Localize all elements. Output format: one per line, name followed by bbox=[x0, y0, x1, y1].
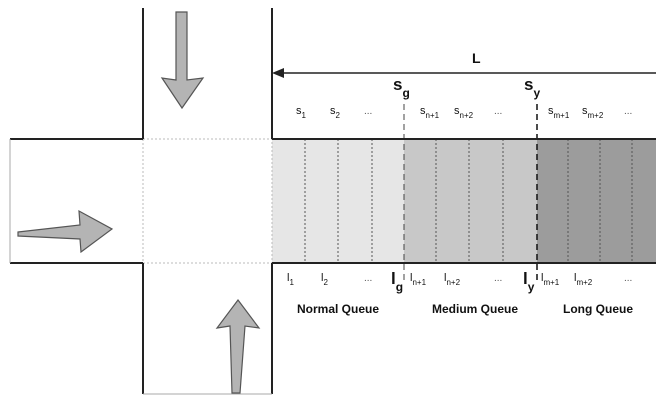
bottom-label: ln+1 bbox=[410, 272, 427, 287]
bottom-label: ... bbox=[624, 273, 632, 284]
top-label: ... bbox=[624, 106, 632, 117]
top-label: sm+2 bbox=[582, 105, 604, 120]
length-label: L bbox=[472, 50, 481, 66]
bottom-label: l1 bbox=[287, 272, 294, 287]
normal-queue-label: Normal Queue bbox=[297, 302, 379, 316]
long-queue-zone bbox=[537, 139, 656, 263]
ly-label: ly bbox=[523, 269, 535, 294]
medium-queue-zone bbox=[404, 139, 537, 263]
bottom-label: ... bbox=[494, 273, 502, 284]
long-queue-label: Long Queue bbox=[563, 302, 633, 316]
eastbound-arrow-icon bbox=[17, 209, 114, 254]
bottom-label: l2 bbox=[321, 272, 328, 287]
top-label: sm+1 bbox=[548, 105, 570, 120]
bottom-label: lm+1 bbox=[541, 272, 560, 287]
top-label: ... bbox=[364, 106, 372, 117]
bottom-label: lm+2 bbox=[574, 272, 593, 287]
sg-label: sg bbox=[393, 75, 410, 100]
top-label: sn+2 bbox=[454, 105, 474, 120]
southbound-arrow-icon bbox=[160, 11, 205, 110]
length-arrow-head bbox=[272, 68, 284, 78]
top-label: s1 bbox=[296, 105, 307, 120]
bottom-label: ln+2 bbox=[444, 272, 461, 287]
top-label: s2 bbox=[330, 105, 341, 120]
bottom-label: ... bbox=[364, 273, 372, 284]
top-label: ... bbox=[494, 106, 502, 117]
intersection-area bbox=[142, 138, 273, 264]
lg-label: lg bbox=[391, 269, 403, 294]
northbound-arrow-icon bbox=[215, 299, 261, 394]
road-boundaries bbox=[9, 8, 656, 395]
sy-label: sy bbox=[524, 75, 540, 100]
medium-queue-label: Medium Queue bbox=[432, 302, 518, 316]
top-label: sn+1 bbox=[420, 105, 440, 120]
cell-dividers bbox=[304, 139, 633, 263]
